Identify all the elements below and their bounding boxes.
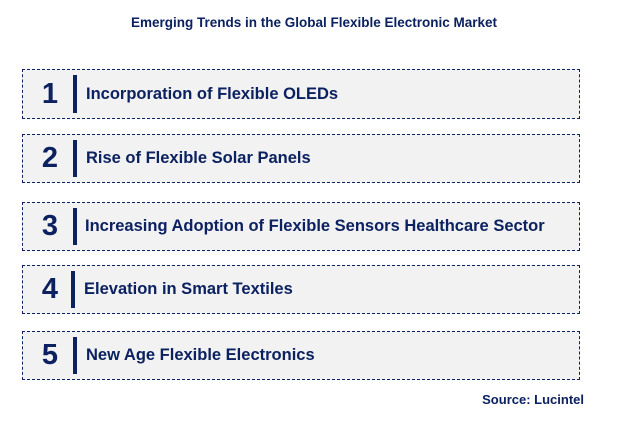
trend-number: 4 [41,273,59,305]
trend-item-2: 2 Rise of Flexible Solar Panels [22,134,580,183]
divider-bar [73,75,77,113]
trend-item-1: 1 Incorporation of Flexible OLEDs [22,69,580,119]
source-note: Source: Lucintel [482,392,584,407]
trend-label: Rise of Flexible Solar Panels [86,149,311,167]
divider-bar [73,140,77,177]
trend-label: New Age Flexible Electronics [86,346,315,364]
trend-item-4: 4 Elevation in Smart Textiles [22,265,580,314]
trend-item-3: 3 Increasing Adoption of Flexible Sensor… [22,202,580,251]
diagram-title: Emerging Trends in the Global Flexible E… [130,15,498,30]
trend-number: 5 [41,339,59,371]
trend-number: 1 [41,77,59,110]
divider-bar [71,271,75,308]
divider-bar [73,208,77,245]
trend-label: Elevation in Smart Textiles [84,280,293,298]
trend-item-5: 5 New Age Flexible Electronics [22,331,580,380]
trend-number: 2 [41,142,59,174]
trend-label: Incorporation of Flexible OLEDs [86,84,339,103]
trend-label: Increasing Adoption of Flexible Sensors … [85,217,545,235]
divider-bar [73,337,77,374]
trend-number: 3 [41,210,59,242]
